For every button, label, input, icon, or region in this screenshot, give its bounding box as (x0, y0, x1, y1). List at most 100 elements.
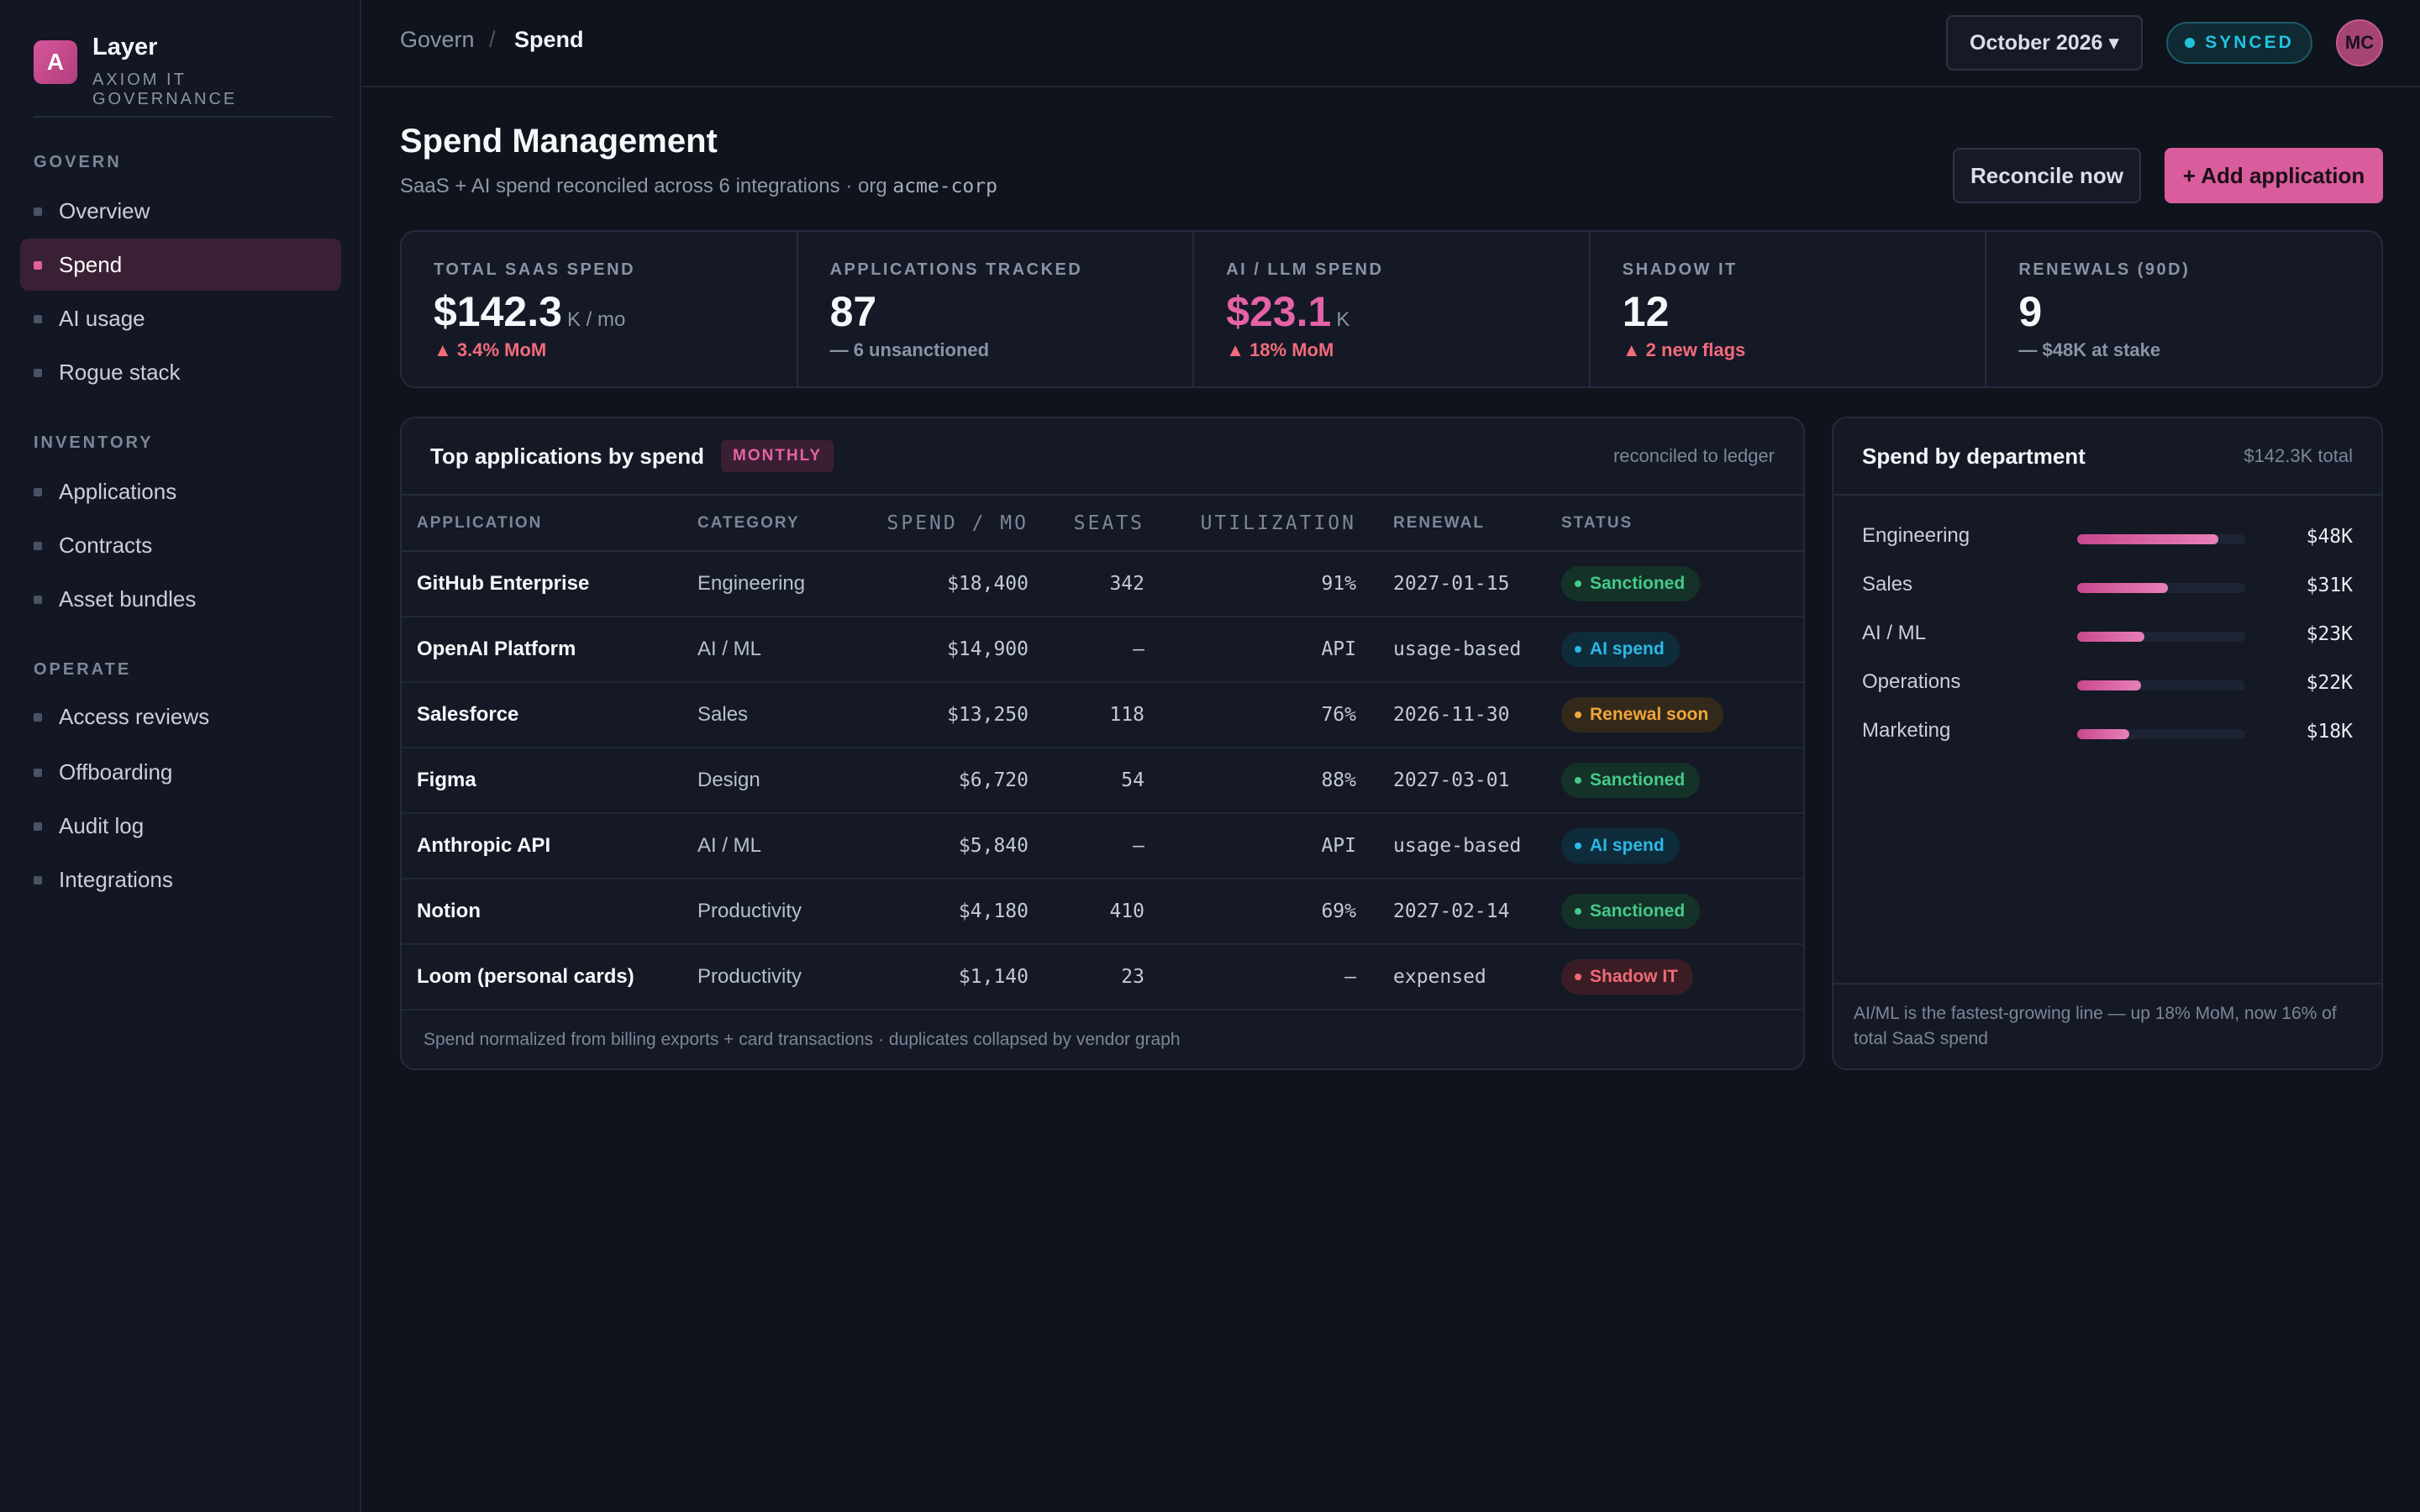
col-application[interactable]: APPLICATION (402, 496, 689, 552)
dept-value: $48K (2306, 526, 2353, 548)
breadcrumb-govern[interactable]: Govern (400, 27, 475, 52)
status-cell: AI spend (1553, 617, 1803, 683)
seats-cell: 118 (1037, 682, 1153, 748)
kpi-delta: ▲ 3.4% MoM (434, 339, 547, 360)
table-row[interactable]: Anthropic API AI / ML $5,840— API usage-base… (402, 813, 1803, 879)
sync-status-label: SYNCED (2205, 33, 2294, 52)
kpi-value: 9 (2018, 287, 2042, 336)
reconcile-button[interactable]: Reconcile now (1953, 148, 2141, 203)
sidebar-item-label: Rogue stack (59, 359, 181, 385)
sidebar-item-asset-bundles[interactable]: Asset bundles (20, 573, 341, 625)
bullet-icon (34, 822, 42, 831)
status-badge: Sanctioned (1561, 763, 1701, 798)
status-badge: Renewal soon (1561, 697, 1724, 732)
brand-name: Layer (92, 34, 158, 60)
kpi-applications-tracked: APPLICATIONS TRACKED 87 — 6 unsanctioned (798, 232, 1195, 386)
sidebar-item-label: Asset bundles (59, 585, 197, 612)
apps-panel-title: Top applications by spend (430, 444, 704, 469)
sidebar-item-label: Access reviews (59, 703, 210, 729)
dept-panel-footer: AI/ML is the fastest-growing line — up 1… (1833, 983, 2381, 1068)
bullet-icon (34, 488, 42, 496)
apps-panel: Top applications by spend MONTHLY reconc… (400, 417, 1805, 1070)
col-renewal[interactable]: RENEWAL (1365, 496, 1553, 552)
sidebar-item-applications[interactable]: Applications (20, 465, 341, 517)
category-cell: AI / ML (689, 617, 874, 683)
seats-cell: — (1037, 813, 1153, 879)
topbar: Govern / Spend (363, 0, 2420, 87)
sidebar-item-audit-log[interactable]: Audit log (20, 800, 341, 852)
avatar[interactable]: MC (2336, 19, 2383, 66)
app-name-cell: OpenAI Platform (402, 617, 689, 683)
col-utilization[interactable]: UTILIZATION (1153, 496, 1365, 552)
bullet-icon (34, 769, 42, 777)
renewal-cell: 2027-02-14 (1365, 879, 1553, 945)
dept-bar-fill (2077, 583, 2168, 593)
sidebar-item-label: AI usage (59, 305, 145, 331)
dept-name: Marketing (1862, 719, 1951, 742)
sidebar-item-access-reviews[interactable]: Access reviews (20, 690, 341, 743)
col-seats[interactable]: SEATS (1037, 496, 1153, 552)
utilization-cell: 91% (1153, 551, 1365, 617)
kpi-value-number: 12 (1622, 288, 1670, 335)
nav-section-operate: OPERATE (34, 660, 132, 679)
period-select[interactable]: October 2026 ▾ (1946, 15, 2143, 71)
kpi-value: 87 (830, 287, 877, 336)
sidebar-item-contracts[interactable]: Contracts (20, 519, 341, 571)
dept-panel-total: $142.3K total (2244, 445, 2353, 466)
bullet-icon (34, 315, 42, 323)
table-row[interactable]: Notion Productivity $4,180 410 69% 2027-02-14… (402, 879, 1803, 945)
kpi-delta: ▲ 2 new flags (1622, 339, 1746, 360)
sidebar-item-overview[interactable]: Overview (20, 185, 341, 237)
kpi-label: SHADOW IT (1622, 260, 1738, 279)
dept-row: Sales $31K (1833, 568, 2381, 601)
dept-panel-header: Spend by department $142.3K total (1833, 418, 2381, 496)
org-name: acme-corp (892, 176, 997, 197)
brand-subtitle: AXIOM IT GOVERNANCE (92, 71, 238, 108)
app-name-cell: Anthropic API (402, 813, 689, 879)
sidebar-item-label: Audit log (59, 812, 145, 838)
kpi-value-number: 9 (2018, 288, 2043, 335)
sidebar-item-spend[interactable]: Spend (20, 239, 341, 291)
status-dot-icon (1575, 580, 1581, 587)
dept-value: $18K (2306, 721, 2353, 743)
spend-cell: $14,900 (874, 617, 1037, 683)
table-row[interactable]: Salesforce Sales $13,250 118 76% 2026-11-30 Re… (402, 682, 1803, 748)
sync-status-badge: SYNCED (2166, 22, 2312, 64)
add-application-button[interactable]: + Add application (2165, 148, 2383, 203)
apps-panel-note: reconciled to ledger (1612, 445, 1775, 466)
table-row[interactable]: OpenAI Platform AI / ML $14,900— API usage-b… (402, 617, 1803, 683)
col-category[interactable]: CATEGORY (689, 496, 874, 552)
status-label: AI spend (1590, 836, 1665, 855)
apps-table: APPLICATION CATEGORY SPEND / MO SEATS UT… (402, 496, 1803, 1011)
app-name-cell: Notion (402, 879, 689, 945)
bullet-icon (34, 596, 42, 604)
status-badge: AI spend (1561, 828, 1680, 864)
table-row[interactable]: GitHub Enterprise Engineering $18,400 342 91… (402, 551, 1803, 617)
col-status[interactable]: STATUS (1553, 496, 1803, 552)
dept-bar-fill (2077, 632, 2144, 642)
dept-row: Marketing $18K (1833, 714, 2381, 748)
kpi-label: AI / LLM SPEND (1226, 260, 1384, 279)
dept-name: Engineering (1862, 524, 1970, 547)
breadcrumb-separator: / (489, 27, 496, 52)
spend-cell: $4,180 (874, 879, 1037, 945)
kpi-strip: TOTAL SAAS SPEND $142.3 K / mo ▲ 3.4% MoM… (400, 230, 2383, 388)
sidebar-item-label: Integrations (59, 866, 173, 892)
kpi-delta: — $48K at stake (2018, 339, 2161, 360)
status-dot-icon (1575, 777, 1581, 784)
kpi-label: APPLICATIONS TRACKED (829, 260, 1083, 279)
seats-cell: 54 (1037, 748, 1153, 814)
table-row[interactable]: Loom (personal cards) Productivity $1,140 2… (402, 944, 1803, 1011)
sidebar-item-integrations[interactable]: Integrations (20, 853, 341, 906)
sidebar-item-label: Applications (59, 478, 177, 504)
category-cell: Engineering (689, 551, 874, 617)
dept-row: Operations $22K (1833, 665, 2381, 699)
sidebar-item-rogue-stack[interactable]: Rogue stack (20, 346, 341, 398)
table-row[interactable]: Figma Design $6,720 54 88% 2027-03-01 Sanction… (402, 748, 1803, 814)
sidebar-item-offboarding[interactable]: Offboarding (20, 746, 341, 798)
kpi-label: RENEWALS (90D) (2018, 260, 2191, 279)
sidebar: A Layer AXIOM IT GOVERNANCE GOVERN Overv… (0, 0, 361, 1512)
dept-bar-fill (2077, 729, 2129, 739)
sidebar-item-ai-usage[interactable]: AI usage (20, 292, 341, 344)
col-spend[interactable]: SPEND / MO (874, 496, 1037, 552)
